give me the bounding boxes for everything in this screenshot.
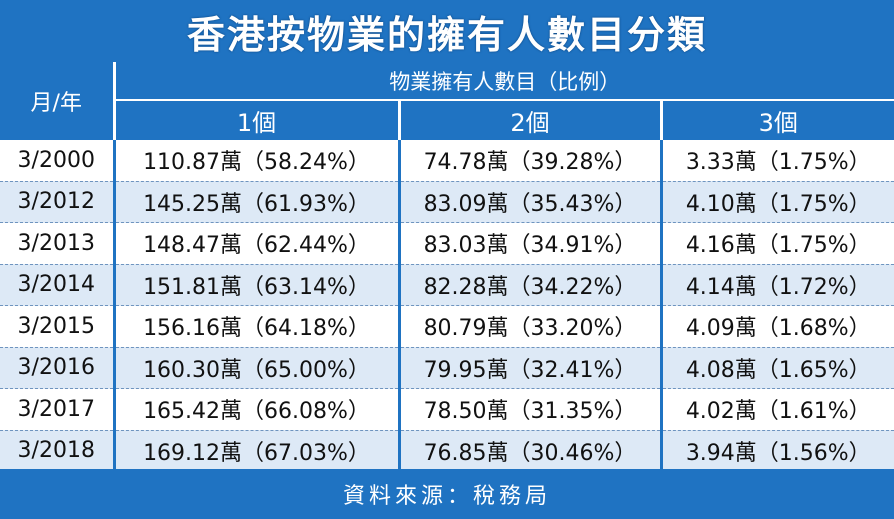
- table-row: 3/2016 160.30萬（65.00%） 79.95萬（32.41%） 4.…: [0, 347, 894, 389]
- one-owner-cell: 148.47萬（62.44%）: [114, 222, 399, 265]
- header-col-3: 3個: [659, 100, 894, 140]
- two-owner-cell: 83.03萬（34.91%）: [397, 222, 661, 265]
- two-owner-cell: 76.85萬（30.46%）: [397, 430, 661, 472]
- period-cell: 3/2013: [0, 222, 116, 265]
- two-owner-cell: 74.78萬（39.28%）: [397, 140, 661, 182]
- one-owner-cell: 156.16萬（64.18%）: [114, 305, 399, 348]
- table-row: 3/2012 145.25萬（61.93%） 83.09萬（35.43%） 4.…: [0, 181, 894, 223]
- title-bar: 香港按物業的擁有人數目分類: [0, 0, 894, 62]
- three-owner-cell: 4.14萬（1.72%）: [659, 264, 894, 306]
- two-owner-cell: 80.79萬（33.20%）: [397, 305, 661, 348]
- table-row: 3/2013 148.47萬（62.44%） 83.03萬（34.91%） 4.…: [0, 222, 894, 265]
- header-col-2: 2個: [397, 100, 661, 140]
- one-owner-cell: 145.25萬（61.93%）: [114, 181, 399, 223]
- table-row: 3/2000 110.87萬（58.24%） 74.78萬（39.28%） 3.…: [0, 140, 894, 182]
- period-cell: 3/2000: [0, 140, 116, 182]
- source-text: 資料來源：稅務局: [342, 484, 551, 509]
- one-owner-cell: 169.12萬（67.03%）: [114, 430, 399, 472]
- two-owner-cell: 78.50萬（31.35%）: [397, 388, 661, 431]
- header-owner-count-group: 物業擁有人數目（比例）: [114, 62, 894, 101]
- ownership-table: 月/年 物業擁有人數目（比例） 1個 2個 3個 3/2000 110.87萬（…: [0, 62, 894, 472]
- three-owner-cell: 4.10萬（1.75%）: [659, 181, 894, 223]
- page-title: 香港按物業的擁有人數目分類: [186, 12, 707, 57]
- table-row: 3/2015 156.16萬（64.18%） 80.79萬（33.20%） 4.…: [0, 305, 894, 348]
- period-cell: 3/2018: [0, 430, 116, 472]
- period-cell: 3/2016: [0, 347, 116, 389]
- two-owner-cell: 79.95萬（32.41%）: [397, 347, 661, 389]
- one-owner-cell: 165.42萬（66.08%）: [114, 388, 399, 431]
- source-footer: 資料來源：稅務局: [0, 469, 894, 519]
- table-row: 3/2014 151.81萬（63.14%） 82.28萬（34.22%） 4.…: [0, 264, 894, 306]
- table-row: 3/2017 165.42萬（66.08%） 78.50萬（31.35%） 4.…: [0, 388, 894, 431]
- header-month-year: 月/年: [0, 62, 116, 140]
- header-col-1: 1個: [114, 100, 399, 140]
- three-owner-cell: 4.16萬（1.75%）: [659, 222, 894, 265]
- three-owner-cell: 4.09萬（1.68%）: [659, 305, 894, 348]
- one-owner-cell: 151.81萬（63.14%）: [114, 264, 399, 306]
- period-cell: 3/2014: [0, 264, 116, 306]
- two-owner-cell: 82.28萬（34.22%）: [397, 264, 661, 306]
- three-owner-cell: 3.33萬（1.75%）: [659, 140, 894, 182]
- one-owner-cell: 160.30萬（65.00%）: [114, 347, 399, 389]
- two-owner-cell: 83.09萬（35.43%）: [397, 181, 661, 223]
- table-row: 3/2018 169.12萬（67.03%） 76.85萬（30.46%） 3.…: [0, 430, 894, 472]
- period-cell: 3/2017: [0, 388, 116, 431]
- three-owner-cell: 4.08萬（1.65%）: [659, 347, 894, 389]
- period-cell: 3/2012: [0, 181, 116, 223]
- three-owner-cell: 4.02萬（1.61%）: [659, 388, 894, 431]
- three-owner-cell: 3.94萬（1.56%）: [659, 430, 894, 472]
- period-cell: 3/2015: [0, 305, 116, 348]
- one-owner-cell: 110.87萬（58.24%）: [114, 140, 399, 182]
